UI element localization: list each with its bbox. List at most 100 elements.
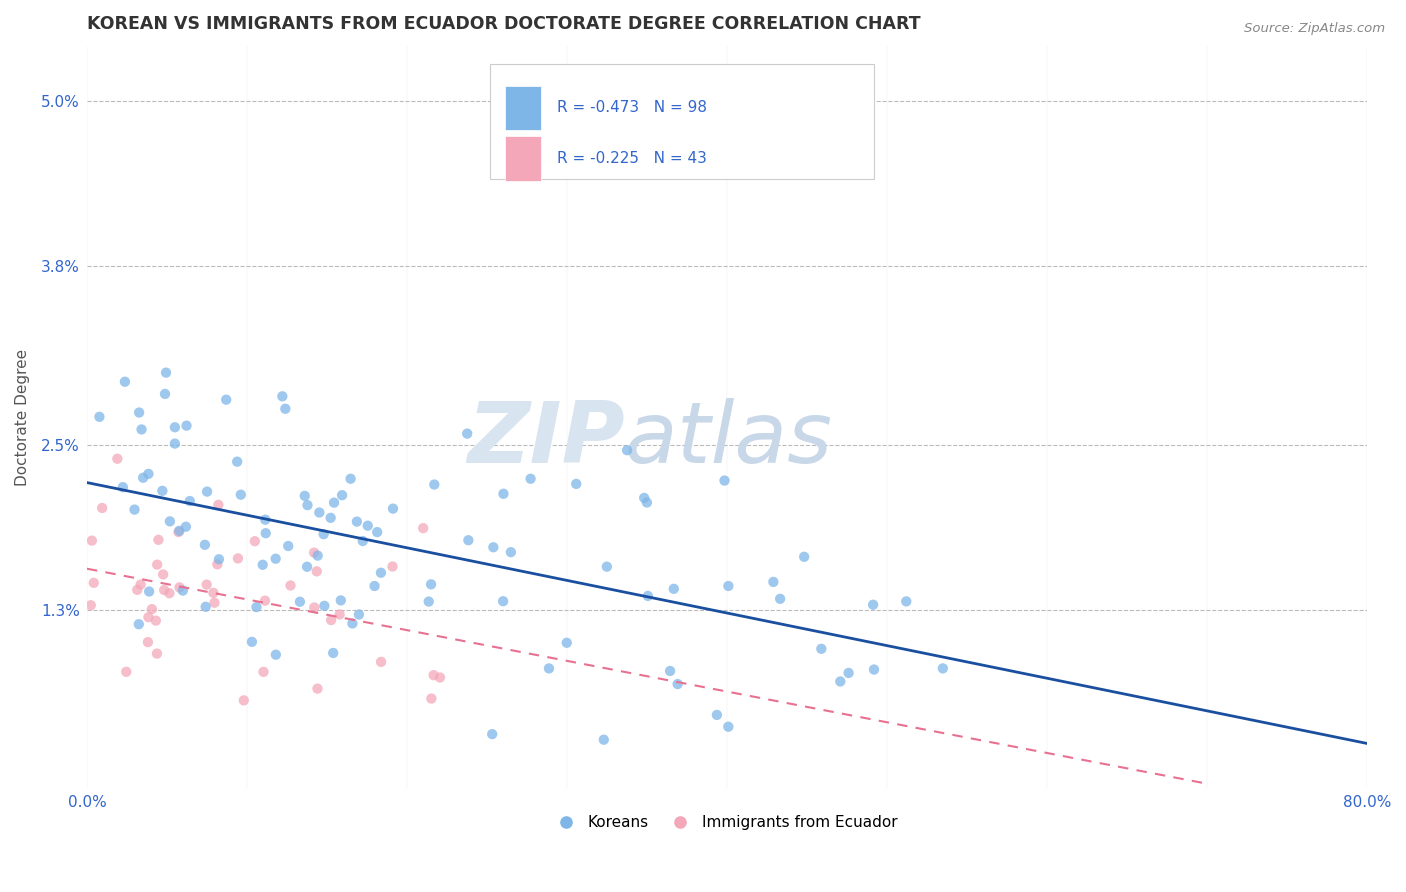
Point bbox=[339, 472, 361, 486]
Point bbox=[146, 558, 169, 572]
Point bbox=[492, 487, 515, 501]
Point bbox=[136, 635, 159, 649]
Point bbox=[323, 496, 346, 510]
Point bbox=[148, 533, 170, 547]
Point bbox=[456, 426, 478, 441]
Point bbox=[352, 534, 374, 549]
Point bbox=[264, 551, 287, 566]
Point bbox=[232, 693, 254, 707]
Point bbox=[215, 392, 238, 407]
Point bbox=[150, 483, 173, 498]
Point bbox=[124, 502, 146, 516]
Point bbox=[179, 494, 201, 508]
Point bbox=[159, 586, 181, 600]
Point bbox=[713, 474, 735, 488]
Point bbox=[330, 488, 353, 502]
Point bbox=[204, 596, 226, 610]
Point bbox=[194, 599, 217, 614]
Y-axis label: Doctorate Degree: Doctorate Degree bbox=[15, 349, 30, 485]
Point bbox=[169, 581, 191, 595]
FancyBboxPatch shape bbox=[505, 86, 541, 130]
Point bbox=[412, 521, 434, 535]
Text: R = -0.473   N = 98: R = -0.473 N = 98 bbox=[557, 101, 707, 115]
Point bbox=[312, 527, 335, 541]
Point bbox=[307, 681, 329, 696]
Point bbox=[537, 661, 560, 675]
Point bbox=[830, 674, 852, 689]
Point bbox=[153, 583, 176, 598]
Point bbox=[555, 636, 578, 650]
Point bbox=[295, 559, 318, 574]
Text: R = -0.225   N = 43: R = -0.225 N = 43 bbox=[557, 151, 707, 166]
Text: Source: ZipAtlas.com: Source: ZipAtlas.com bbox=[1244, 22, 1385, 36]
Point bbox=[329, 593, 352, 607]
Point bbox=[172, 583, 194, 598]
Point bbox=[565, 476, 588, 491]
Point bbox=[288, 595, 311, 609]
Point bbox=[838, 665, 860, 680]
Point bbox=[80, 599, 103, 613]
Legend: Koreans, Immigrants from Ecuador: Koreans, Immigrants from Ecuador bbox=[550, 808, 904, 837]
Point bbox=[155, 366, 177, 380]
Point bbox=[592, 732, 614, 747]
Point bbox=[706, 708, 728, 723]
Point bbox=[319, 613, 342, 627]
Point bbox=[80, 533, 103, 548]
Point bbox=[932, 661, 955, 675]
Point bbox=[862, 598, 884, 612]
Point bbox=[127, 582, 149, 597]
Point bbox=[314, 599, 336, 613]
Point bbox=[254, 593, 277, 607]
Point bbox=[163, 420, 186, 434]
Point bbox=[226, 551, 249, 566]
Point bbox=[637, 589, 659, 603]
Point bbox=[662, 582, 685, 596]
Point bbox=[717, 579, 740, 593]
Point bbox=[666, 677, 689, 691]
Point bbox=[363, 579, 385, 593]
Point bbox=[429, 671, 451, 685]
Point bbox=[129, 577, 152, 591]
Point bbox=[329, 607, 352, 622]
Point bbox=[366, 525, 388, 540]
Point bbox=[138, 610, 160, 624]
Point bbox=[245, 600, 267, 615]
Point bbox=[146, 647, 169, 661]
Point bbox=[370, 655, 392, 669]
Point bbox=[153, 387, 176, 401]
Point bbox=[492, 594, 515, 608]
Point bbox=[347, 607, 370, 622]
Point bbox=[357, 518, 380, 533]
Point bbox=[111, 480, 134, 494]
Point bbox=[762, 574, 785, 589]
Point bbox=[91, 500, 114, 515]
Point bbox=[163, 436, 186, 450]
Point bbox=[793, 549, 815, 564]
Point bbox=[202, 586, 225, 600]
Point bbox=[145, 614, 167, 628]
Point bbox=[274, 401, 297, 416]
Point bbox=[152, 567, 174, 582]
Point bbox=[302, 546, 325, 560]
Point bbox=[342, 616, 364, 631]
Point bbox=[167, 524, 190, 539]
Point bbox=[208, 552, 231, 566]
Point bbox=[717, 720, 740, 734]
Point bbox=[499, 545, 522, 559]
Point bbox=[381, 559, 404, 574]
Point bbox=[319, 511, 342, 525]
Point bbox=[423, 477, 446, 491]
Point bbox=[519, 472, 541, 486]
Point bbox=[420, 691, 443, 706]
Point bbox=[240, 635, 263, 649]
Point bbox=[636, 495, 658, 509]
Point bbox=[174, 519, 197, 533]
Point bbox=[457, 533, 479, 548]
Point bbox=[810, 641, 832, 656]
Point bbox=[252, 558, 274, 572]
Point bbox=[264, 648, 287, 662]
FancyBboxPatch shape bbox=[491, 64, 875, 179]
Point bbox=[418, 594, 440, 608]
Point bbox=[89, 409, 111, 424]
Point bbox=[769, 591, 792, 606]
